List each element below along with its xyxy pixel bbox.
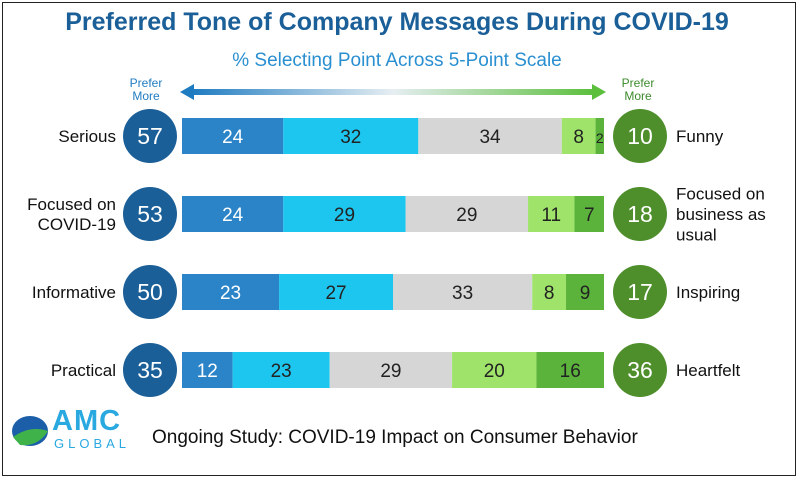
right-row-label: Inspiring: [676, 283, 740, 302]
left-total-value: 35: [137, 357, 163, 383]
left-total-value: 57: [137, 123, 163, 149]
right-total-value: 17: [627, 279, 653, 305]
bar-segment: [536, 352, 604, 388]
segment-value-label: 24: [222, 205, 244, 226]
segment-value-label: 11: [541, 205, 561, 226]
bar-segment: [405, 196, 529, 232]
bar-segment: [528, 196, 575, 232]
chart-row: 23 27 33 8 9 50 17 Informative Inspiring: [32, 265, 740, 319]
left-total-circle: [123, 109, 177, 163]
right-total-circle: [613, 343, 667, 397]
bar-segment: [452, 352, 537, 388]
right-total-circle: [613, 265, 667, 319]
chart-row: 12 23 29 20 16 35 36 Practical Heartfelt: [51, 343, 741, 397]
segment-value-label: 8: [544, 283, 555, 304]
bar-segment: [574, 196, 604, 232]
right-total-circle: [613, 109, 667, 163]
segment-value-label: 24: [222, 127, 244, 148]
segment-value-label: 9: [580, 283, 591, 304]
scale-arrow: [180, 84, 606, 100]
bar-segment: [182, 274, 280, 310]
left-row-label: Focused on COVID-19: [27, 195, 116, 234]
bar-segment: [182, 118, 284, 154]
left-total-value: 53: [137, 201, 163, 227]
left-row-label: Serious: [58, 127, 116, 146]
bar-segment: [182, 196, 284, 232]
footer-caption: Ongoing Study: COVID-19 Impact on Consum…: [152, 427, 638, 448]
left-total-circle: [123, 265, 177, 319]
bar-segment: [283, 196, 406, 232]
bar-segment: [561, 118, 596, 154]
segment-value-label: 29: [380, 361, 401, 382]
bar-segment: [418, 118, 562, 154]
segment-value-label: 12: [197, 361, 218, 382]
segment-value-label: 27: [325, 283, 346, 304]
segment-value-label: 32: [340, 127, 361, 148]
segment-value-label: 20: [484, 361, 505, 382]
globe-logo-icon: [12, 416, 48, 446]
bar-segment: [283, 118, 419, 154]
bar-segment: [182, 352, 233, 388]
right-row-label: Heartfelt: [676, 361, 741, 380]
bar-segment: [566, 274, 604, 310]
left-row-label: Practical: [51, 361, 116, 380]
left-total-value: 50: [137, 279, 163, 305]
chart-row: 24 32 34 8 2 57 10 Serious Funny: [58, 109, 724, 163]
bar-segment: [329, 352, 453, 388]
chart-title: Preferred Tone of Company Messages Durin…: [65, 8, 729, 36]
segment-value-label: 33: [452, 283, 473, 304]
right-prefer-more-label: Prefer More: [621, 76, 655, 103]
bar-segment: [232, 352, 330, 388]
segment-value-label: 23: [271, 361, 292, 382]
segment-value-label: 7: [584, 205, 595, 226]
right-total-value: 10: [627, 123, 653, 149]
left-prefer-more-label: Prefer More: [129, 76, 163, 103]
chart-subtitle: % Selecting Point Across 5-Point Scale: [232, 50, 562, 71]
left-total-circle: [123, 343, 177, 397]
left-row-label: Informative: [32, 283, 116, 302]
segment-value-label: 2: [596, 130, 604, 146]
segment-value-label: 8: [573, 127, 584, 148]
chart-row: 24 29 29 11 7 53 18 Focused on COVID-19 Focused o…: [27, 185, 766, 245]
logo-text-sub: GLOBAL: [54, 436, 131, 451]
right-row-label: Funny: [676, 127, 724, 146]
right-total-value: 36: [627, 357, 653, 383]
segment-value-label: 34: [479, 127, 501, 148]
bar-segment: [393, 274, 533, 310]
left-total-circle: [123, 187, 177, 241]
segment-value-label: 23: [220, 283, 241, 304]
right-row-label: Focused on business as usual: [676, 185, 766, 245]
right-total-circle: [613, 187, 667, 241]
segment-value-label: 16: [560, 361, 581, 382]
bar-segment: [532, 274, 567, 310]
segment-value-label: 29: [456, 205, 477, 226]
right-total-value: 18: [627, 201, 653, 227]
bar-segment: [595, 118, 604, 154]
amc-global-logo: AMC GLOBAL: [10, 405, 140, 455]
segment-value-label: 29: [334, 205, 355, 226]
bar-segment: [279, 274, 393, 310]
logo-text-main: AMC: [52, 405, 122, 437]
